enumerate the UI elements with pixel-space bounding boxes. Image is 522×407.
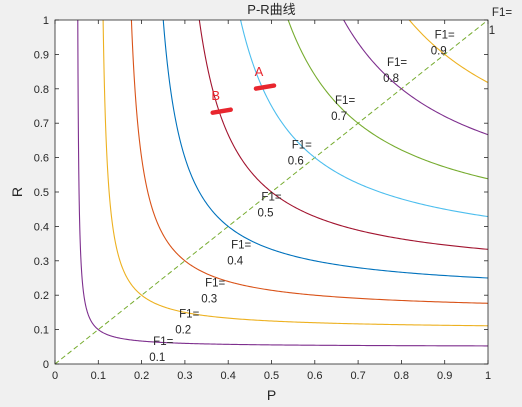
curve-label-value: 1 (489, 25, 495, 37)
x-tick-label: 0.2 (134, 370, 149, 382)
curve-label-prefix: F1= (435, 30, 455, 42)
y-tick-label: 0.9 (34, 49, 49, 61)
curve-label-prefix: F1= (153, 336, 173, 348)
x-tick-label: 1 (485, 370, 491, 382)
y-axis-label: R (9, 187, 25, 197)
f1-curve-0.3 (130, 20, 488, 304)
annotation-stroke-B (210, 107, 233, 115)
curve-label-value: 0.6 (288, 156, 304, 168)
y-tick-label: 1 (43, 15, 49, 27)
x-tick-label: 0.6 (307, 370, 322, 382)
curve-label-value: 0.1 (149, 352, 165, 364)
y-tick-label: 0.6 (34, 153, 49, 165)
f1-curve-labels: F1=0.1F1=0.2F1=0.3F1=0.4F1=0.5F1=0.6F1=0… (149, 7, 512, 364)
x-tick-label: 0.1 (91, 370, 106, 382)
curve-label-value: 0.7 (331, 111, 347, 123)
f1-curve-0.2 (102, 20, 488, 327)
y-tick-label: 0 (43, 359, 49, 371)
curve-label-value: 0.3 (201, 293, 217, 305)
f1-curve-0.1 (77, 20, 488, 347)
curve-label-prefix: F1= (387, 57, 407, 69)
annotation-stroke-A (253, 83, 277, 91)
x-tick-label: 0.9 (437, 370, 452, 382)
x-tick-label: 0 (52, 370, 58, 382)
curve-label-prefix: F1= (292, 140, 312, 152)
y-tick-label: 0.4 (34, 221, 49, 233)
x-tick-label: 0.4 (221, 370, 236, 382)
x-tick-label: 0.7 (350, 370, 365, 382)
curve-label-prefix: F1= (179, 308, 199, 320)
y-tick-label: 0.2 (34, 290, 49, 302)
f1-curves (55, 20, 488, 364)
x-tick-label: 0.3 (177, 370, 192, 382)
y-tick-label: 0.1 (34, 325, 49, 337)
x-tick-label: 0.5 (264, 370, 279, 382)
curve-label-prefix: F1= (231, 239, 251, 251)
curve-label-prefix: F1= (492, 7, 512, 19)
f1-curve-0.5 (198, 20, 488, 250)
curve-label-value: 0.8 (383, 73, 399, 85)
curve-label-value: 0.2 (175, 324, 191, 336)
annotation-label-A: A (255, 64, 264, 79)
y-tick-label: 0.7 (34, 118, 49, 130)
f1-curve-0.9 (408, 20, 488, 84)
f1-curve-0.4 (162, 20, 488, 279)
curve-label-prefix: F1= (335, 95, 355, 107)
x-tick-label: 0.8 (394, 370, 409, 382)
axis-ticks: 0 0.1 0.2 0.3 0.4 0.5 0.6 0.7 0.8 0.9 100.10.20.30… (34, 15, 491, 382)
f1-curve-0.6 (240, 20, 488, 218)
y-tick-label: 0.3 (34, 256, 49, 268)
annotation-label-B: B (211, 88, 220, 103)
y-tick-label: 0.5 (34, 187, 49, 199)
curve-label-value: 0.5 (258, 207, 274, 219)
annotation-marks: AB (210, 64, 277, 115)
f1-curve-0.7 (287, 20, 488, 180)
curve-label-prefix: F1= (261, 191, 281, 203)
y-tick-label: 0.8 (34, 84, 49, 96)
curve-label-value: 0.9 (431, 46, 447, 58)
curve-label-prefix: F1= (205, 277, 225, 289)
x-axis-label: P (267, 387, 276, 403)
curve-label-value: 0.4 (227, 255, 244, 267)
chart-title: P-R曲线 (247, 2, 295, 17)
f1-curve-0.8 (343, 20, 488, 136)
